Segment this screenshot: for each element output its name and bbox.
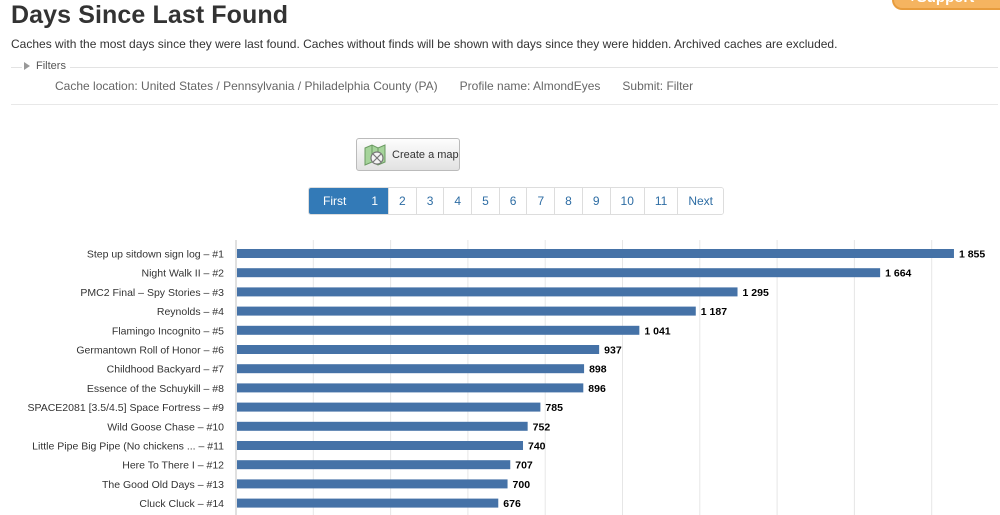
support-tab[interactable]: +Support [892,0,1000,10]
page-first-button[interactable]: First [309,188,361,214]
bar-value-label: 785 [545,402,563,414]
map-icon [364,143,386,166]
bar-value-label: 676 [503,498,521,510]
category-label: Little Pipe Big Pipe (No chickens ... – … [32,441,224,453]
page-11-button[interactable]: 11 [643,188,678,214]
bar-value-label: 1 664 [885,268,911,280]
create-map-label: Create a map [392,148,459,161]
category-label: Childhood Backyard – #7 [107,364,224,376]
bar-chart: Step up sitdown sign log – #1 1 855 Night … [27,240,985,515]
page-6-button[interactable]: 6 [498,188,527,214]
filters-legend-label: Filters [36,60,66,72]
bar-value-label: 700 [513,479,531,491]
bar-value-label: 740 [528,441,546,453]
page-1-button[interactable]: 1 [360,188,389,214]
bar-value-label: 752 [533,421,551,433]
chart-bar[interactable] [237,287,738,297]
chart-bar[interactable] [237,479,508,489]
bar-value-label: 707 [515,460,533,472]
page-title: Days Since Last Found [11,1,289,29]
page-3-button[interactable]: 3 [415,188,444,214]
page-10-button[interactable]: 10 [609,188,644,214]
category-label: Night Walk II – #2 [142,268,225,280]
page-7-button[interactable]: 7 [526,188,555,214]
bar-value-label: 1 041 [644,325,670,337]
bar-value-label: 1 855 [959,249,985,261]
section-divider [11,104,998,105]
page-next-button[interactable]: Next [677,188,724,214]
category-label: Cluck Cluck – #14 [139,498,224,510]
category-label: Germantown Roll of Honor – #6 [76,345,224,357]
filters-toggle[interactable]: Filters [22,60,70,72]
chart-bar[interactable] [237,364,585,374]
filters-fieldset [11,67,998,68]
pagination: First 1 2 3 4 5 6 7 8 9 10 11 Next [308,187,725,215]
page-9-button[interactable]: 9 [581,188,610,214]
filter-profile: Profile name: AlmondEyes [459,79,601,93]
page-5-button[interactable]: 5 [471,188,499,214]
category-label: Step up sitdown sign log – #1 [87,249,224,261]
chart-bar[interactable] [237,498,499,508]
bar-value-label: 937 [604,345,622,357]
category-label: PMC2 Final – Spy Stories – #3 [80,287,224,299]
filter-summary: Cache location: United States / Pennsylv… [55,79,693,93]
create-map-button[interactable]: Create a map [356,138,460,171]
chart-bar[interactable] [237,306,696,316]
page-8-button[interactable]: 8 [554,188,582,214]
category-label: SPACE2081 [3.5/4.5] Space Fortress – #9 [27,402,224,414]
page-4-button[interactable]: 4 [443,188,472,214]
bar-value-label: 896 [588,383,606,395]
chart-bar[interactable] [237,421,528,431]
chart-bar[interactable] [237,325,640,335]
category-label: The Good Old Days – #13 [102,479,224,491]
filter-submit: Submit: Filter [622,79,694,93]
bar-value-label: 1 295 [743,287,769,299]
filter-location: Cache location: United States / Pennsylv… [55,79,438,93]
chart-bar[interactable] [237,460,511,470]
category-label: Reynolds – #4 [157,306,224,318]
category-label: Here To There I – #12 [122,460,224,472]
chart-bar[interactable] [237,268,881,278]
chart-bar[interactable] [237,441,524,450]
category-label: Flamingo Incognito – #5 [112,325,224,337]
bar-value-label: 1 187 [701,306,727,318]
chart-bar[interactable] [237,402,541,412]
chart-bar[interactable] [237,249,954,258]
expand-triangle-icon [24,62,30,70]
chart-bar[interactable] [237,345,600,354]
page-description: Caches with the most days since they wer… [11,37,838,51]
category-label: Essence of the Schuykill – #8 [87,383,224,395]
page-2-button[interactable]: 2 [388,188,416,214]
chart-bar[interactable] [237,383,584,393]
bar-value-label: 898 [589,364,607,376]
category-label: Wild Goose Chase – #10 [107,421,224,433]
